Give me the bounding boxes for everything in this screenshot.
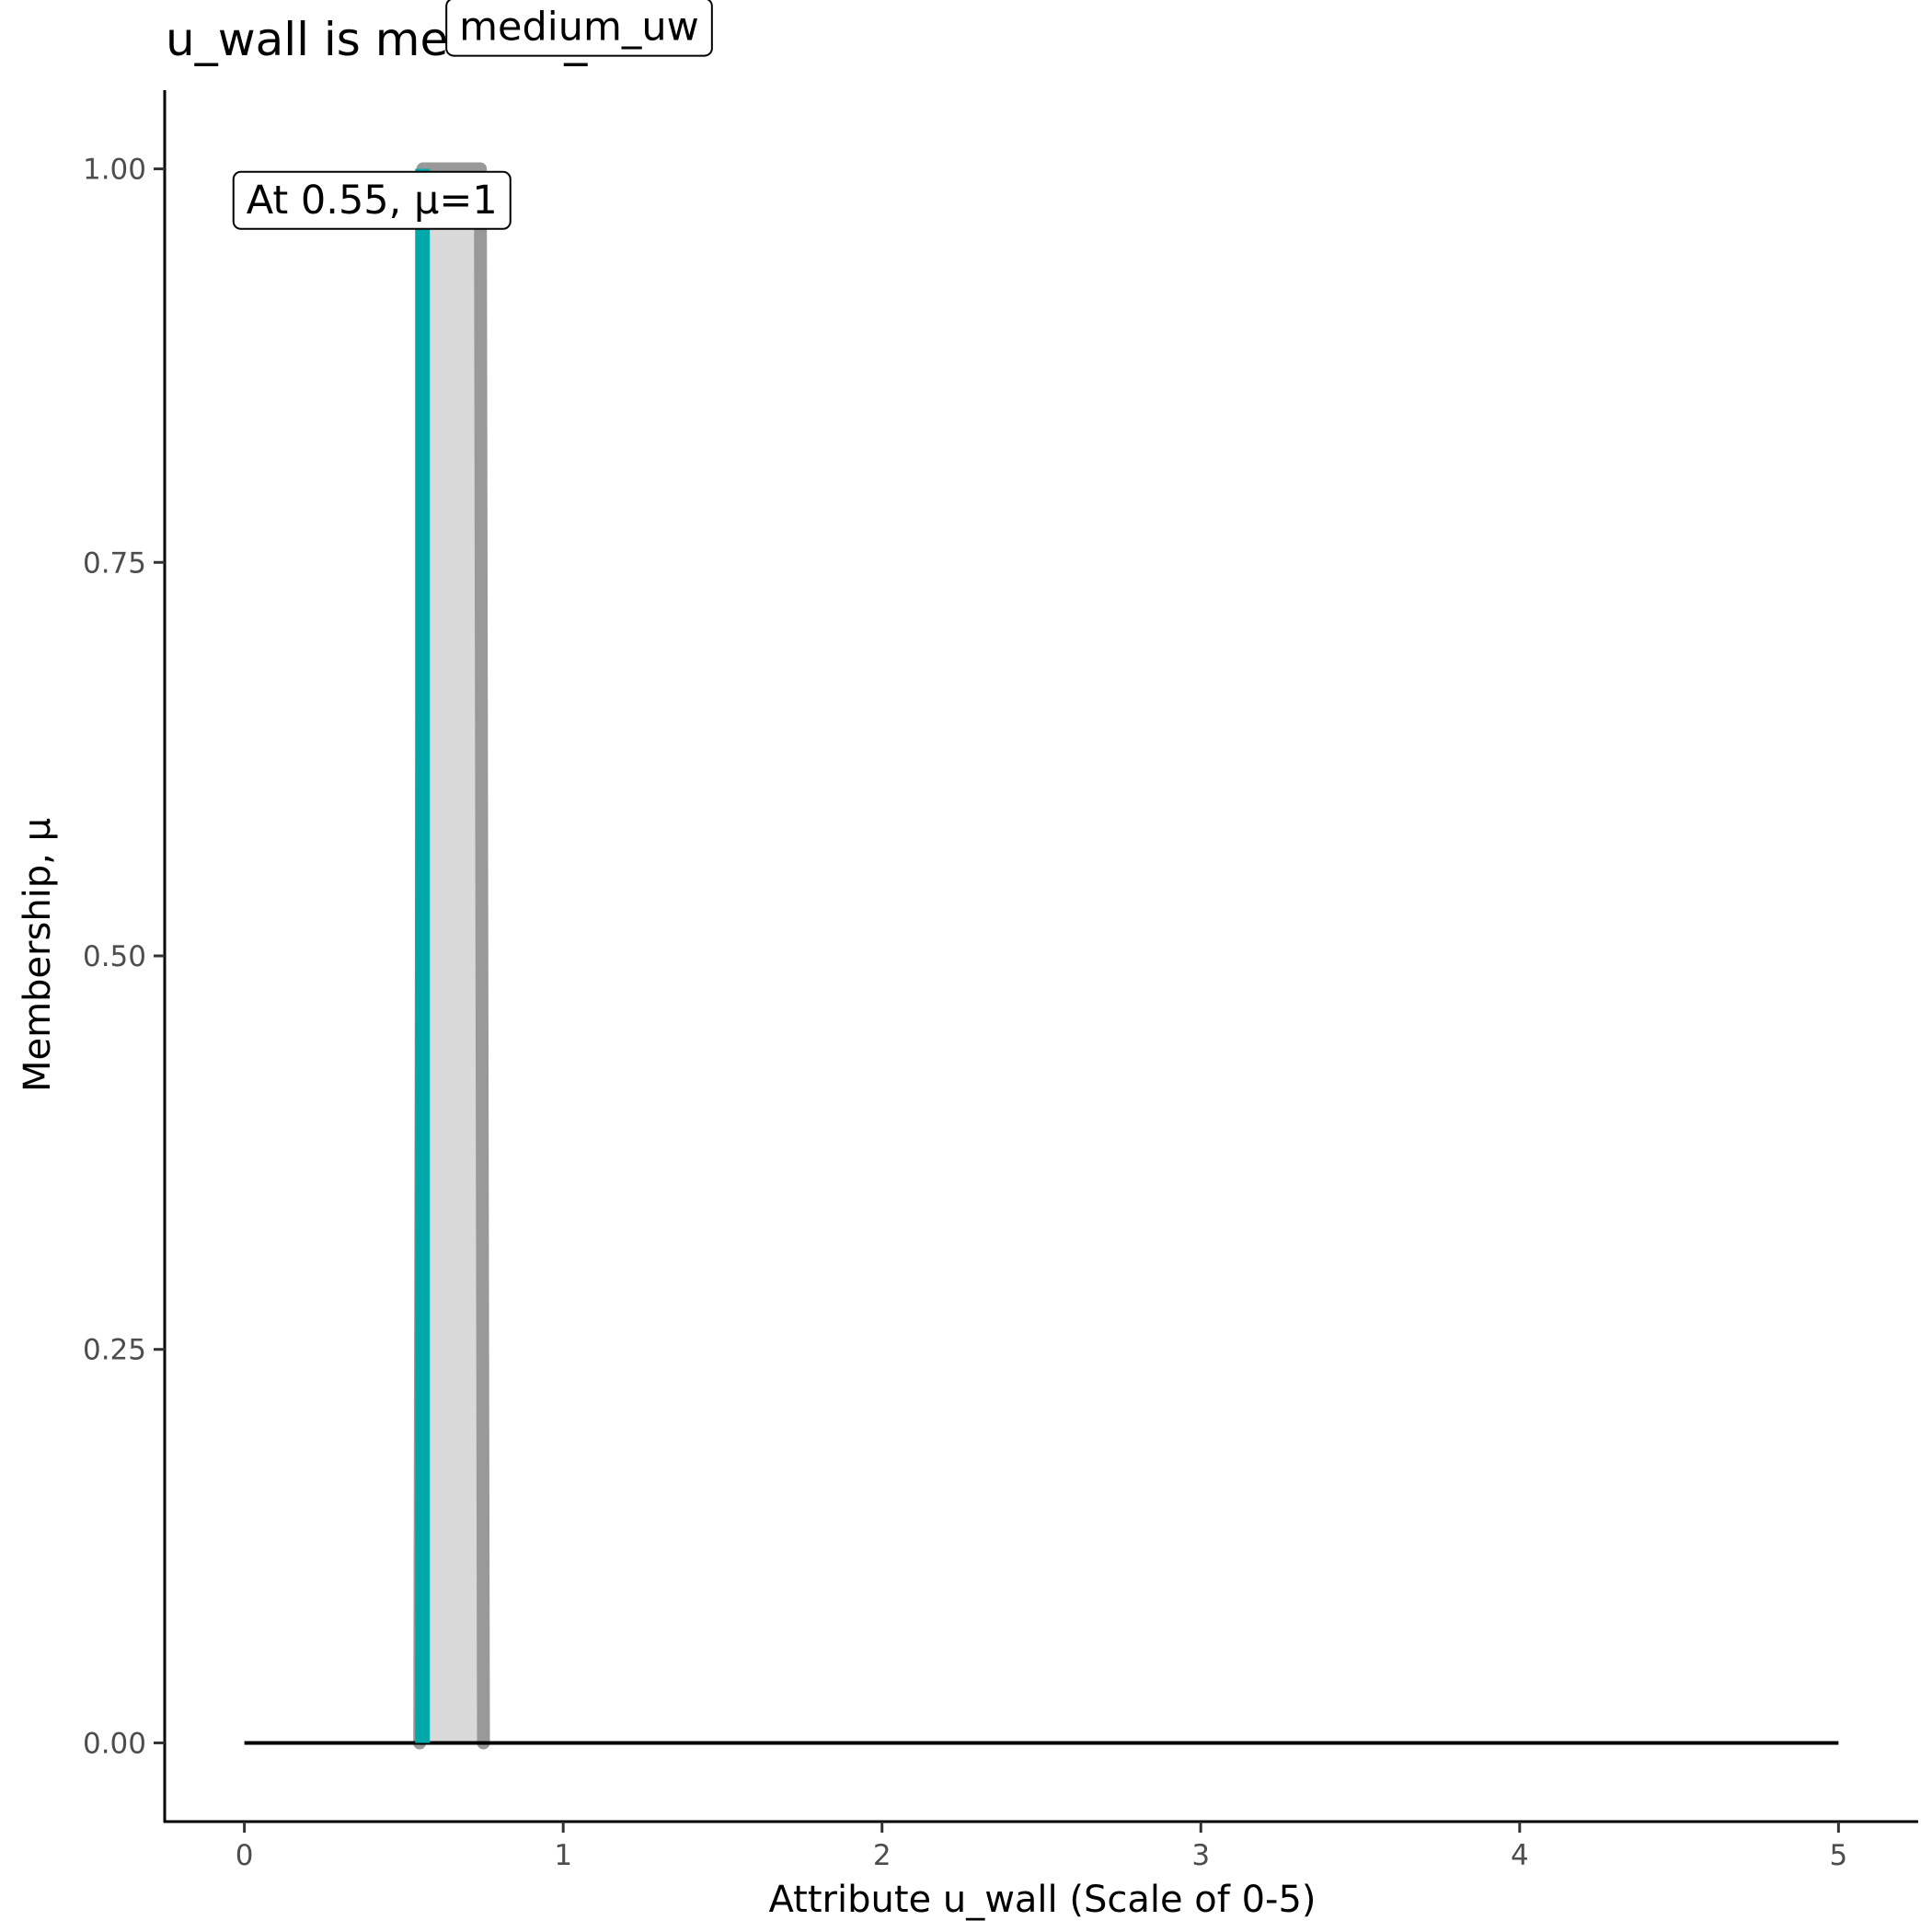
x-tick-label: 0 xyxy=(236,1839,254,1872)
y-axis-label: Membership, μ xyxy=(17,818,59,1092)
annotation-box xyxy=(445,0,713,57)
x-tick-label: 2 xyxy=(873,1839,891,1872)
plot-area: medium_uw At 0.55, μ=1 xyxy=(232,0,1839,1750)
y-tick-label: 0.25 xyxy=(83,1334,146,1367)
x-axis-label: Attribute u_wall (Scale of 0-5) xyxy=(769,1879,1317,1921)
x-tick-label: 4 xyxy=(1511,1839,1529,1872)
annotation-0: medium_uw xyxy=(445,0,713,57)
series-area-0 xyxy=(420,168,484,1743)
annotation-box xyxy=(232,170,512,230)
annotation-1: At 0.55, μ=1 xyxy=(232,170,512,230)
y-tick-label: 0.75 xyxy=(83,546,146,580)
annotation-label: medium_uw xyxy=(459,5,699,51)
x-tick-label: 3 xyxy=(1191,1839,1210,1872)
y-tick-label: 0.50 xyxy=(83,940,146,973)
x-tick-label: 1 xyxy=(554,1839,572,1872)
x-tick-label: 5 xyxy=(1829,1839,1847,1872)
axes: 0 1 2 3 4 5 0.00 0.25 0.50 0.75 1.00 xyxy=(83,90,1918,1872)
annotation-label: At 0.55, μ=1 xyxy=(247,178,498,224)
y-tick-label: 0.00 xyxy=(83,1727,146,1760)
y-tick-label: 1.00 xyxy=(83,154,146,187)
